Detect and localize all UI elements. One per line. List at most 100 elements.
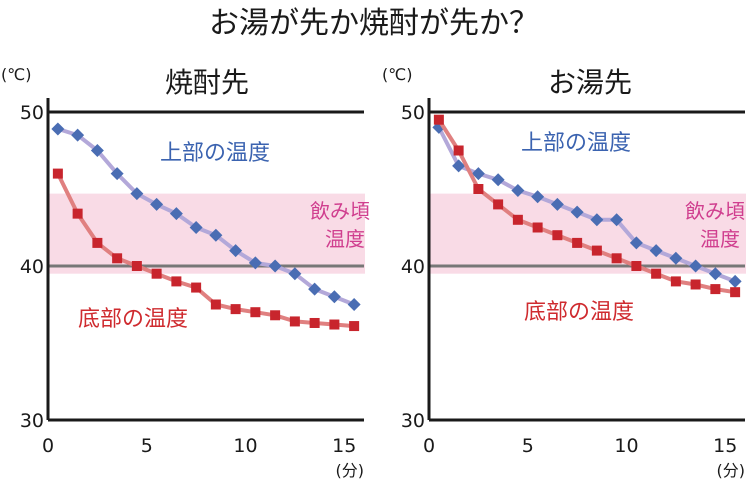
top-data-point <box>189 221 203 234</box>
series-top-line <box>437 126 736 284</box>
bottom-data-point <box>670 276 681 287</box>
y-tick-label: 40 <box>401 256 425 278</box>
bottom-data-point <box>453 145 464 156</box>
x-tick-label: 10 <box>614 435 638 457</box>
top-data-point <box>531 190 545 204</box>
x-tick-label: 0 <box>423 435 435 457</box>
bottom-data-point <box>131 261 142 271</box>
bottom-data-point <box>512 214 523 225</box>
series-top-label: 上部の温度 <box>160 141 270 166</box>
x-tick-label: 5 <box>522 435 534 457</box>
top-data-point <box>209 228 223 242</box>
top-data-point <box>90 144 104 157</box>
bottom-data-point <box>651 268 662 279</box>
top-data-point <box>689 259 703 273</box>
top-data-point <box>570 205 584 219</box>
series-bottom-label: 底部の温度 <box>524 300 634 325</box>
bottom-data-point <box>572 237 583 248</box>
series-bottom: 底部の温度 <box>52 168 360 332</box>
top-data-point <box>169 207 183 221</box>
bottom-data-point <box>92 237 103 248</box>
top-data-point <box>268 259 282 273</box>
series-bottom-line <box>56 172 355 329</box>
y-tick-label: 30 <box>401 410 425 432</box>
bottom-data-point <box>270 310 281 321</box>
top-data-point <box>629 236 643 250</box>
top-data-point <box>288 267 302 281</box>
top-data-point <box>550 197 564 211</box>
bottom-data-point <box>112 253 123 264</box>
y-unit-label: (℃) <box>382 65 412 84</box>
x-unit-label: (分) <box>336 461 365 480</box>
top-data-point <box>649 244 663 258</box>
top-data-point <box>491 173 505 187</box>
bottom-data-point <box>210 299 221 310</box>
bottom-data-point <box>171 276 182 287</box>
bottom-data-point <box>349 321 360 332</box>
band-label-line2: 温度 <box>700 227 740 251</box>
bottom-data-point <box>611 253 622 264</box>
bottom-data-point <box>473 184 484 194</box>
x-tick-label: 0 <box>42 435 54 457</box>
band-label-line1: 飲み頃 <box>685 199 745 223</box>
top-data-point <box>669 251 683 265</box>
top-data-point <box>71 128 85 142</box>
top-data-point <box>471 167 485 181</box>
bottom-data-point <box>591 245 602 256</box>
bottom-data-point <box>532 222 543 233</box>
bottom-data-point <box>730 287 741 298</box>
bottom-data-point <box>631 261 642 271</box>
top-data-point <box>308 282 322 296</box>
band-label-line1: 飲み頃 <box>310 199 370 223</box>
x-unit-label: (分) <box>717 461 746 480</box>
bottom-data-point <box>710 284 721 295</box>
top-data-point <box>110 167 124 181</box>
x-tick-label: 15 <box>332 435 356 457</box>
series-top: 上部の温度 <box>432 120 742 288</box>
y-unit-label: (℃) <box>1 65 31 84</box>
panel-title: お湯先 <box>548 66 632 99</box>
bottom-data-point <box>690 279 701 290</box>
series-bottom-line <box>437 118 736 295</box>
top-data-point <box>248 256 262 270</box>
top-data-point <box>347 298 361 311</box>
bottom-data-point <box>72 208 83 219</box>
bottom-data-point <box>493 199 504 210</box>
drinking-temperature-band <box>430 193 746 274</box>
series-bottom: 底部の温度 <box>433 114 741 325</box>
y-tick-label: 30 <box>20 410 44 432</box>
series-top-label: 上部の温度 <box>521 131 631 156</box>
bottom-data-point <box>230 304 241 315</box>
top-data-point <box>327 290 341 304</box>
bottom-data-point <box>250 307 261 318</box>
series-top-line <box>57 126 355 307</box>
bottom-data-point <box>433 114 444 125</box>
bottom-data-point <box>191 282 202 293</box>
top-data-point <box>708 267 722 281</box>
bottom-data-point <box>151 268 162 279</box>
bottom-data-point <box>309 317 320 328</box>
bottom-data-point <box>289 316 300 327</box>
top-data-point <box>130 187 144 201</box>
top-data-point <box>511 184 525 198</box>
x-tick-label: 10 <box>233 435 257 457</box>
x-tick-label: 5 <box>141 435 153 457</box>
top-data-point <box>590 213 604 227</box>
panel-title: 焼酎先 <box>165 66 249 99</box>
series-bottom-label: 底部の温度 <box>78 307 188 332</box>
top-data-point <box>229 244 243 258</box>
series-top: 上部の温度 <box>51 122 361 311</box>
y-tick-label: 40 <box>20 256 44 278</box>
bottom-data-point <box>329 319 340 330</box>
top-data-point <box>51 122 65 136</box>
band-label-line2: 温度 <box>325 227 365 251</box>
bottom-data-point <box>52 168 63 179</box>
y-tick-label: 50 <box>401 102 425 124</box>
top-data-point <box>610 213 624 227</box>
bottom-data-point <box>552 230 563 241</box>
x-tick-label: 15 <box>713 435 737 457</box>
